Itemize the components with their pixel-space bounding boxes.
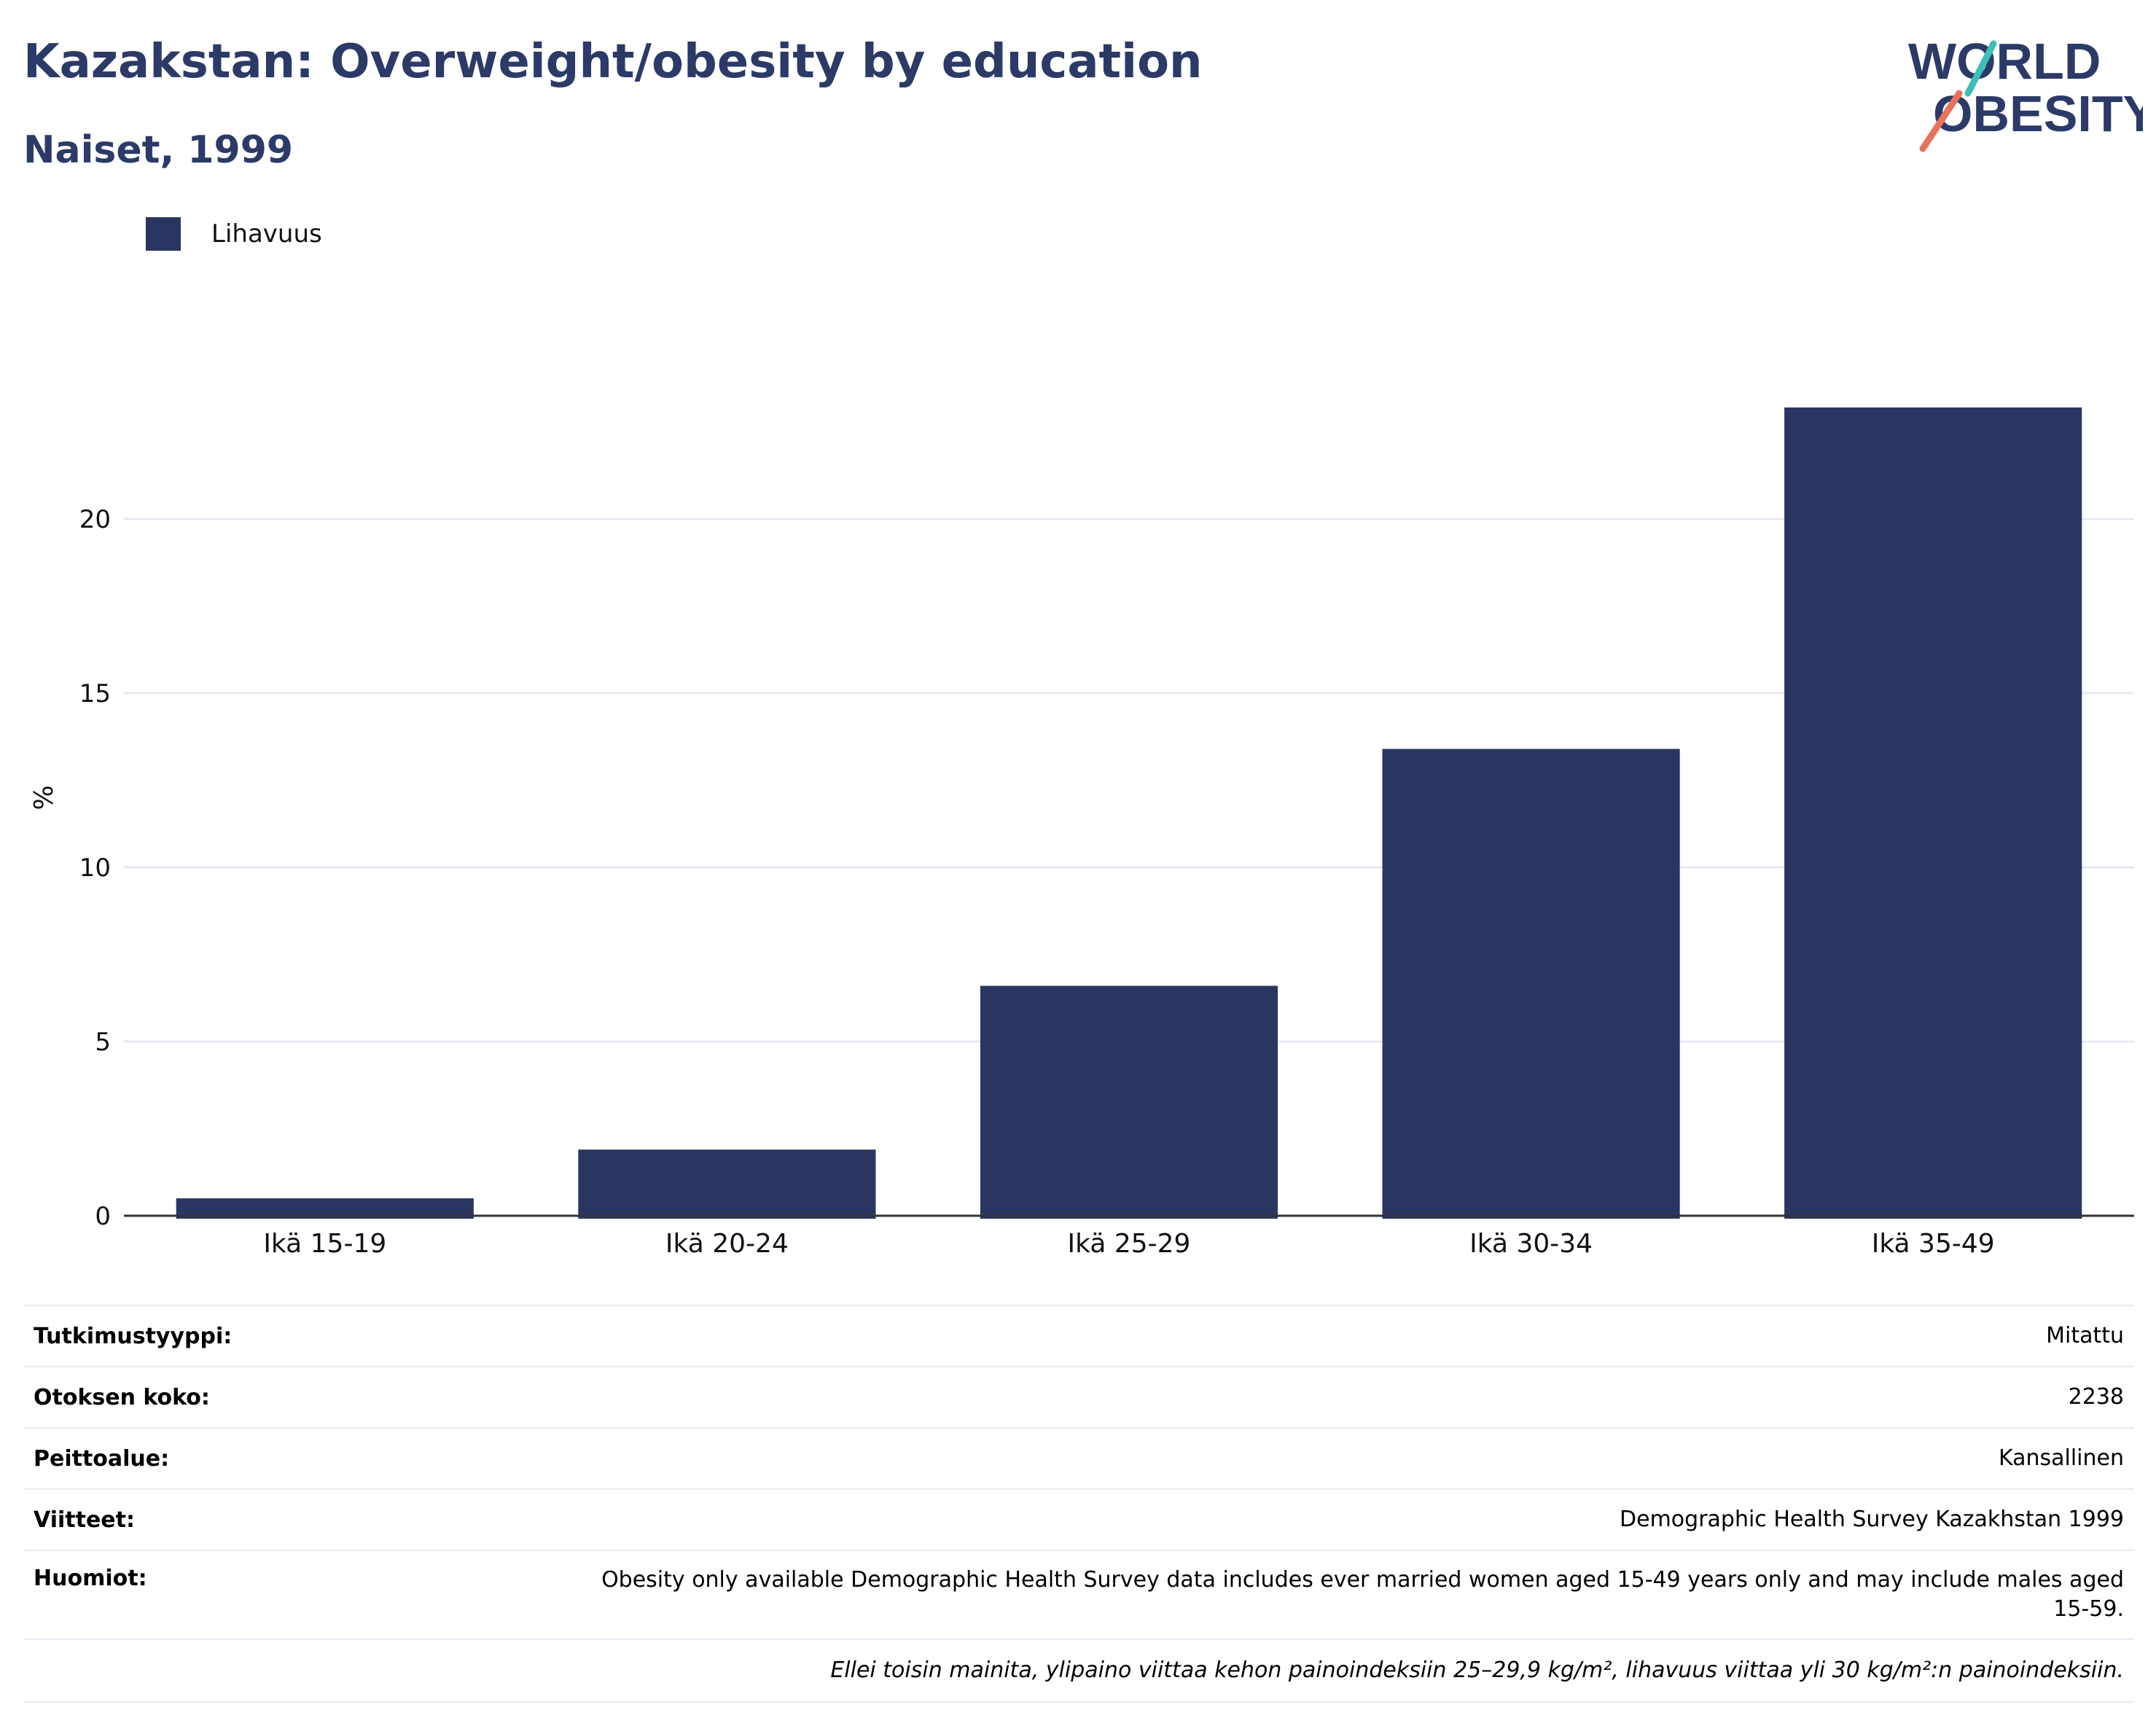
info-row-coverage: Peittoalue: Kansallinen xyxy=(23,1427,2134,1488)
x-tick-label: Ikä 20-24 xyxy=(665,1229,789,1259)
info-row-study-type: Tutkimustyyppi: Mitattu xyxy=(23,1305,2134,1366)
bar-chart: 0 5 10 15 20% Ikä 15-19 Ikä 20-24 Ikä 25-29 Ikä … xyxy=(29,407,2134,1259)
definition-note: Ellei toisin mainita, ylipaino viittaa k… xyxy=(23,1639,2134,1703)
logo-slash-teal xyxy=(1964,40,1997,97)
legend-swatch-lihavuus xyxy=(146,217,181,251)
info-row-sample-size: Otoksen koko: 2238 xyxy=(23,1366,2134,1427)
x-tick-label: Ikä 35-49 xyxy=(1872,1229,1995,1259)
y-tick-label: 20 xyxy=(79,505,111,534)
info-key: Viitteet: xyxy=(34,1507,135,1533)
info-value: Kansallinen xyxy=(1998,1445,2124,1471)
y-tick-label: 5 xyxy=(95,1028,111,1057)
legend-label-lihavuus: Lihavuus xyxy=(211,219,322,249)
info-key: Tutkimustyyppi: xyxy=(34,1323,233,1349)
world-obesity-logo: WORLD OBESITY xyxy=(1908,33,2143,152)
info-value: Demographic Health Survey Kazakhstan 199… xyxy=(1620,1507,2124,1532)
x-tick-label: Ikä 30-34 xyxy=(1469,1229,1593,1259)
info-row-references: Viitteet: Demographic Health Survey Kaza… xyxy=(23,1488,2134,1550)
info-row-notes: Huomiot: Obesity only available Demograp… xyxy=(23,1550,2134,1639)
chart-title: Kazakstan: Overweight/obesity by educati… xyxy=(23,35,1203,89)
info-key: Huomiot: xyxy=(34,1566,147,1591)
info-value: Obesity only available Demographic Healt… xyxy=(601,1567,2124,1622)
info-key: Peittoalue: xyxy=(34,1445,170,1472)
info-table: Tutkimustyyppi: Mitattu Otoksen koko: 22… xyxy=(23,1305,2134,1703)
logo-text-world: WORLD xyxy=(1908,33,2101,90)
bar-ikä-35-49 xyxy=(1784,407,2082,1219)
bar-ikä-30-34 xyxy=(1382,749,1680,1219)
x-tick-label: Ikä 15-19 xyxy=(263,1229,386,1259)
y-tick-label: 15 xyxy=(79,679,111,708)
logo-slash-coral xyxy=(1919,90,1963,152)
y-tick-label: 10 xyxy=(79,854,111,883)
info-value: 2238 xyxy=(2068,1384,2124,1410)
chart-subtitle: Naiset, 1999 xyxy=(23,128,294,172)
bar-ikä-25-29 xyxy=(980,985,1278,1219)
y-tick-label: 0 xyxy=(95,1202,111,1231)
bar-ikä-20-24 xyxy=(578,1149,876,1219)
x-tick-label: Ikä 25-29 xyxy=(1068,1229,1191,1259)
info-value: Mitattu xyxy=(2046,1323,2124,1348)
y-axis-label: % xyxy=(29,785,59,810)
legend: Lihavuus xyxy=(146,217,322,251)
info-key: Otoksen koko: xyxy=(34,1384,210,1410)
